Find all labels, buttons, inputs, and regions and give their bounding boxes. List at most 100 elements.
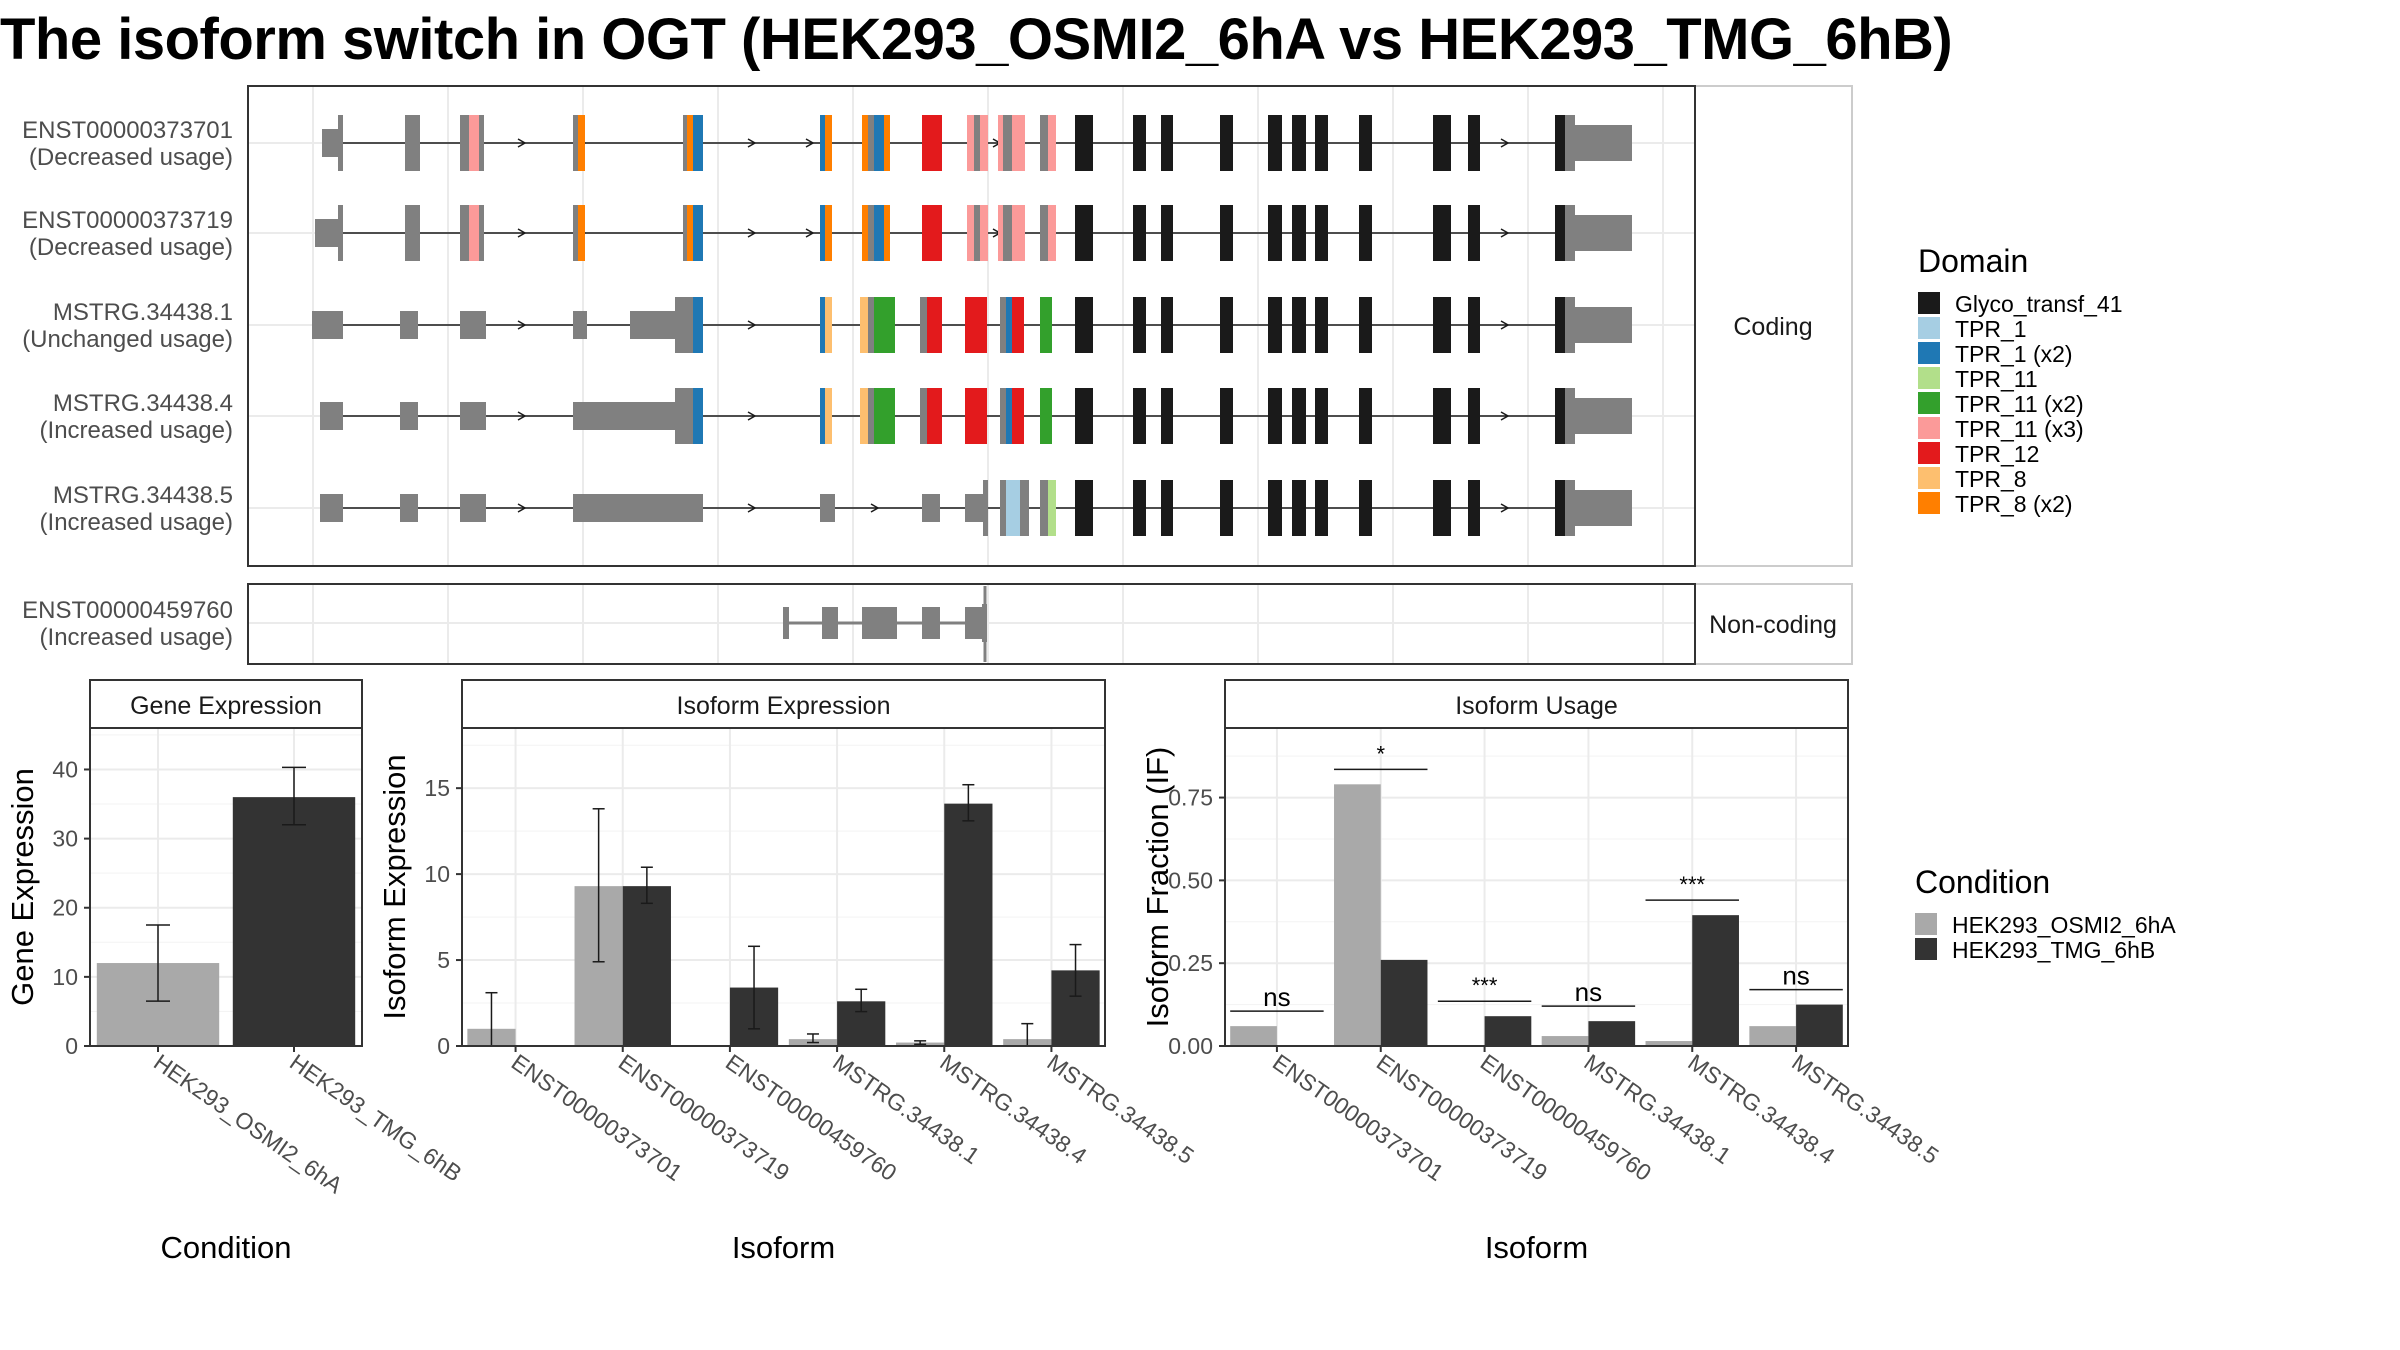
y-axis-title: Isoform Expression	[377, 754, 412, 1019]
significance-label: ***	[1679, 872, 1705, 897]
exon-block	[573, 494, 703, 522]
y-tick-label: 40	[52, 756, 78, 782]
exon-block	[965, 297, 987, 353]
bar	[1588, 1021, 1636, 1046]
exon-block	[1133, 480, 1146, 536]
exon-block	[687, 115, 693, 171]
direction-arrow	[747, 228, 757, 238]
isoform-usage-label: (Unchanged usage)	[22, 326, 233, 353]
exon-block	[980, 115, 988, 171]
exon-block	[479, 115, 484, 171]
exon-block	[1075, 480, 1093, 536]
exon-block	[1220, 480, 1233, 536]
exon-block	[578, 115, 585, 171]
exon-block	[1133, 115, 1146, 171]
exon-block	[820, 297, 825, 353]
exon-block	[479, 205, 484, 261]
exon-block	[460, 494, 486, 522]
exon-block	[1003, 205, 1012, 261]
bar	[1645, 1041, 1693, 1046]
exon-block	[405, 205, 420, 261]
legend-label: TPR_1	[1955, 316, 2027, 342]
significance-label: ***	[1472, 973, 1498, 998]
exon-block	[825, 297, 832, 353]
exon-block	[460, 205, 469, 261]
exon-block	[927, 297, 942, 353]
y-tick-label: 0.00	[1168, 1033, 1213, 1059]
bar	[1230, 1026, 1277, 1046]
exon-block	[573, 311, 587, 339]
exon-block	[320, 402, 343, 430]
exon-block	[862, 205, 868, 261]
exon-block	[927, 388, 942, 444]
exon-block	[683, 115, 687, 171]
legend-label: HEK293_TMG_6hB	[1952, 937, 2155, 963]
exon-block	[1315, 388, 1328, 444]
x-tick-label: ENST00000373701	[507, 1049, 687, 1186]
x-axis-title: Isoform	[1485, 1230, 1588, 1265]
exon-block	[1040, 388, 1052, 444]
exon-block	[967, 205, 974, 261]
exon-block	[1315, 115, 1328, 171]
bar	[1380, 959, 1428, 1046]
exon-block	[400, 311, 418, 339]
bar	[232, 797, 356, 1046]
exon-block	[693, 388, 703, 444]
legend-label: Glyco_transf_41	[1955, 291, 2122, 317]
exon-block	[1161, 388, 1173, 444]
direction-arrow	[517, 411, 527, 421]
x-tick-label: ENST00000373701	[1268, 1049, 1448, 1186]
y-tick-label: 10	[424, 861, 450, 887]
direction-arrow	[805, 138, 815, 148]
exon-block	[1565, 115, 1575, 171]
exon-block	[920, 388, 927, 444]
exon-block	[965, 494, 983, 522]
exon-block	[1161, 205, 1173, 261]
exon-block	[1048, 115, 1056, 171]
legend-label: TPR_11 (x2)	[1955, 391, 2084, 417]
y-tick-label: 0	[437, 1033, 450, 1059]
exon-block	[1565, 297, 1575, 353]
exon-block	[1020, 480, 1029, 536]
panel-title: Gene Expression	[130, 692, 322, 720]
exon-block	[1468, 388, 1480, 444]
exon-block	[874, 388, 895, 444]
exon-block	[1048, 480, 1056, 536]
exon-block	[1468, 480, 1480, 536]
exon-block	[1468, 205, 1480, 261]
isoform-label: ENST00000459760	[22, 597, 233, 624]
exon-block	[1133, 205, 1146, 261]
exon-block	[1133, 388, 1146, 444]
exon-block	[1433, 205, 1451, 261]
legend-label: TPR_8 (x2)	[1955, 491, 2073, 517]
legend-swatch	[1918, 292, 1940, 314]
legend-swatch	[1918, 467, 1940, 489]
exon-block	[1268, 205, 1282, 261]
coding-panel-border	[247, 85, 1696, 567]
exon-block	[320, 494, 343, 522]
panel-strip	[89, 679, 363, 729]
exon-block	[322, 129, 338, 157]
direction-arrow	[805, 228, 815, 238]
exon-block	[922, 607, 940, 639]
exon-block	[1433, 297, 1451, 353]
coding-strip-label: Coding	[1733, 313, 1812, 341]
condition-legend-title: Condition	[1915, 864, 2050, 900]
bar	[944, 803, 993, 1046]
legend-swatch	[1918, 442, 1940, 464]
exon-block	[460, 402, 486, 430]
exon-block	[1075, 205, 1093, 261]
exon-block	[974, 205, 980, 261]
direction-arrow	[517, 320, 527, 330]
exon-block	[1359, 115, 1372, 171]
y-axis-title: Isoform Fraction (IF)	[1140, 747, 1175, 1028]
exon-block	[820, 494, 835, 522]
exon-block	[675, 388, 693, 444]
y-tick-label: 0.50	[1168, 867, 1213, 893]
exon-block	[965, 388, 987, 444]
exon-block	[884, 205, 890, 261]
exon-block	[460, 311, 486, 339]
legend-swatch	[1918, 417, 1940, 439]
exon-block	[1006, 388, 1012, 444]
y-tick-label: 10	[52, 964, 78, 990]
